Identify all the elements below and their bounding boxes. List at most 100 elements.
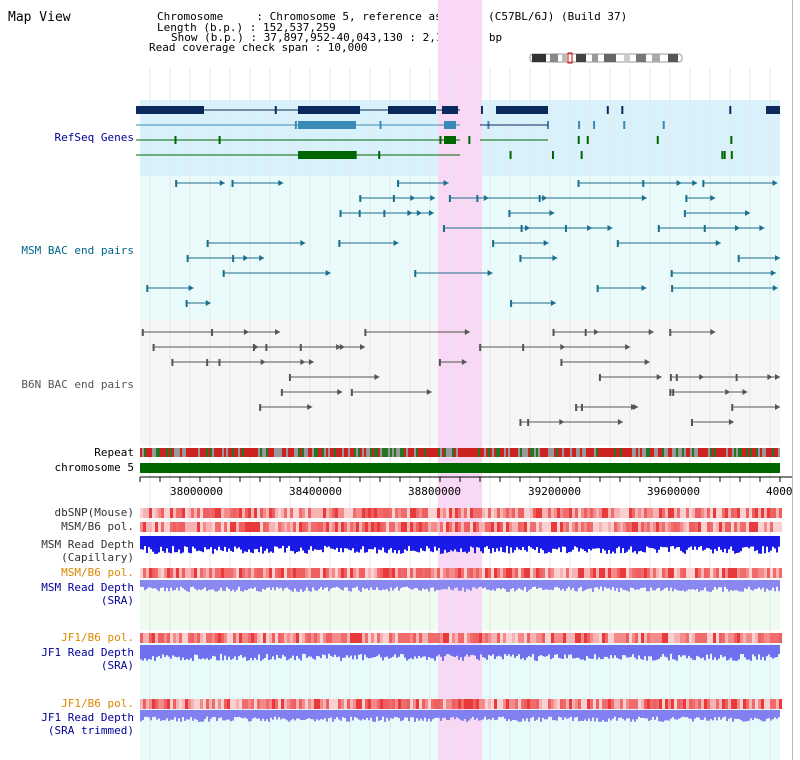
heat-cell [605,699,608,709]
track-label-jf1-pol-1[interactable]: JF1/B6 pol. [61,631,134,644]
heat-cell [728,568,731,578]
track-label-refseq[interactable]: RefSeq Genes [54,131,134,144]
heat-cell [449,633,452,643]
depth-bar [568,645,570,655]
track-label-dbsnp[interactable]: dbSNP(Mouse) [54,506,134,519]
track-label-msm-depth-sra[interactable]: MSM Read Depth [41,581,134,594]
heat-cell [419,633,422,643]
heat-cell [773,522,776,532]
track-label-msm-b6-pol[interactable]: MSM/B6 pol. [61,520,134,533]
depth-bar [466,710,468,722]
track-label-chromosome[interactable]: chromosome 5 [54,461,134,474]
heat-cell [413,568,416,578]
track-feature [593,121,596,129]
heat-cell [542,522,545,532]
track-label-jf1-depth-1[interactable]: JF1 Read Depth [41,646,134,659]
heat-cell [380,522,383,532]
depth-bar [546,710,548,720]
heat-cell [485,522,488,532]
depth-bar [244,710,246,718]
heat-cell [401,508,404,518]
depth-bar [640,710,642,718]
track-label-jf1-depth-2-sub: (SRA trimmed) [47,724,134,737]
depth-bar [218,645,220,661]
depth-bar [740,710,742,721]
heat-cell [281,568,284,578]
heat-cell [365,568,368,578]
repeat-segment [408,448,410,457]
repeat-segment [546,448,548,457]
track-label-jf1-pol-2[interactable]: JF1/B6 pol. [61,697,134,710]
depth-bar [518,536,520,550]
depth-bar [388,710,390,721]
heat-cell [458,699,461,709]
heat-cell [482,699,485,709]
repeat-segment [228,448,230,457]
depth-bar [204,645,206,660]
heat-cell [674,568,677,578]
depth-bar [444,710,446,718]
heat-cell [275,522,278,532]
depth-bar [224,580,226,591]
depth-bar [360,536,362,550]
depth-bar [194,536,196,549]
depth-bar [622,710,624,719]
depth-bar [464,580,466,592]
depth-bar [750,710,752,719]
heat-cell [383,568,386,578]
track-label-jf1-depth-2[interactable]: JF1 Read Depth [41,711,134,724]
heat-cell [770,508,773,518]
depth-bar [468,645,470,657]
heat-cell [746,522,749,532]
heat-cell [548,522,551,532]
chromosome-ideogram[interactable] [528,52,688,64]
depth-bar [710,536,712,550]
depth-bar [256,536,258,549]
repeat-segment [460,448,462,457]
repeat-segment [362,448,364,457]
track-label-b6n-bac[interactable]: B6N BAC end pairs [21,378,134,391]
depth-bar [174,580,176,590]
heat-cell [650,522,653,532]
heat-cell [374,508,377,518]
vertical-scrollbar[interactable] [792,0,800,760]
heat-cell [143,508,146,518]
repeat-segment [154,448,156,457]
depth-bar [568,536,570,553]
depth-bar [462,536,464,553]
heat-cell [452,522,455,532]
repeat-segment [152,448,154,457]
heat-cell [326,522,329,532]
heat-cell [179,522,182,532]
heat-cell [218,699,221,709]
repeat-segment [778,448,780,457]
depth-bar [564,536,566,547]
heat-cell [233,568,236,578]
depth-bar [382,645,384,661]
heat-cell [608,508,611,518]
depth-bar [426,710,428,722]
track-label-msm-bac[interactable]: MSM BAC end pairs [21,244,134,257]
depth-bar [774,645,776,658]
depth-bar [160,645,162,659]
heat-cell [395,699,398,709]
track-label-repeat[interactable]: Repeat [94,446,134,459]
depth-bar [152,645,154,657]
depth-bar [676,536,678,548]
track-label-msm-b6-pol-2[interactable]: MSM/B6 pol. [61,566,134,579]
depth-bar [140,580,142,587]
heat-cell [605,522,608,532]
heat-cell [515,568,518,578]
heat-cell [617,568,620,578]
heat-cell [191,522,194,532]
depth-bar [538,645,540,657]
heat-cell [251,568,254,578]
heat-cell [728,699,731,709]
depth-bar [454,645,456,658]
depth-bar [666,536,668,548]
track-label-msm-depth-cap[interactable]: MSM Read Depth [41,538,134,551]
depth-bar [258,710,260,719]
depth-bar [256,645,258,660]
heat-cell [338,508,341,518]
